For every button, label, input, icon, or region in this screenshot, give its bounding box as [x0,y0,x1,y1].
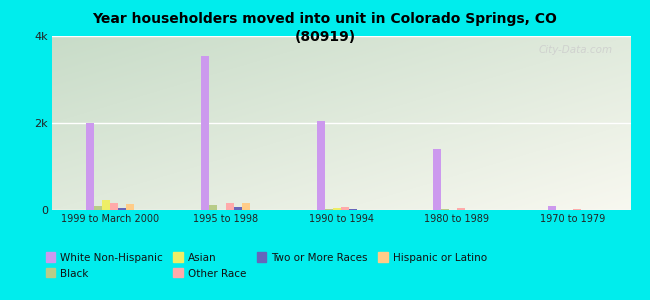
Bar [317,121,325,210]
Bar [226,203,233,210]
Bar [441,209,449,210]
Bar [325,209,333,210]
Bar [202,56,209,210]
Bar [242,203,250,210]
Bar [457,208,465,210]
Text: Year householders moved into unit in Colorado Springs, CO
(80919): Year householders moved into unit in Col… [92,12,558,44]
Bar [233,207,242,210]
Bar [573,209,580,210]
Bar [126,204,134,210]
Bar [118,208,126,210]
Bar [110,203,118,210]
Bar [102,200,110,210]
Bar [86,123,94,210]
Bar [433,149,441,210]
Bar [349,209,358,210]
Text: City-Data.com: City-Data.com [539,45,613,55]
Bar [341,207,349,210]
Bar [333,208,341,210]
Bar [549,206,556,210]
Bar [94,206,102,210]
Bar [209,205,218,210]
Legend: White Non-Hispanic, Black, Asian, Other Race, Two or More Races, Hispanic or Lat: White Non-Hispanic, Black, Asian, Other … [46,254,487,279]
